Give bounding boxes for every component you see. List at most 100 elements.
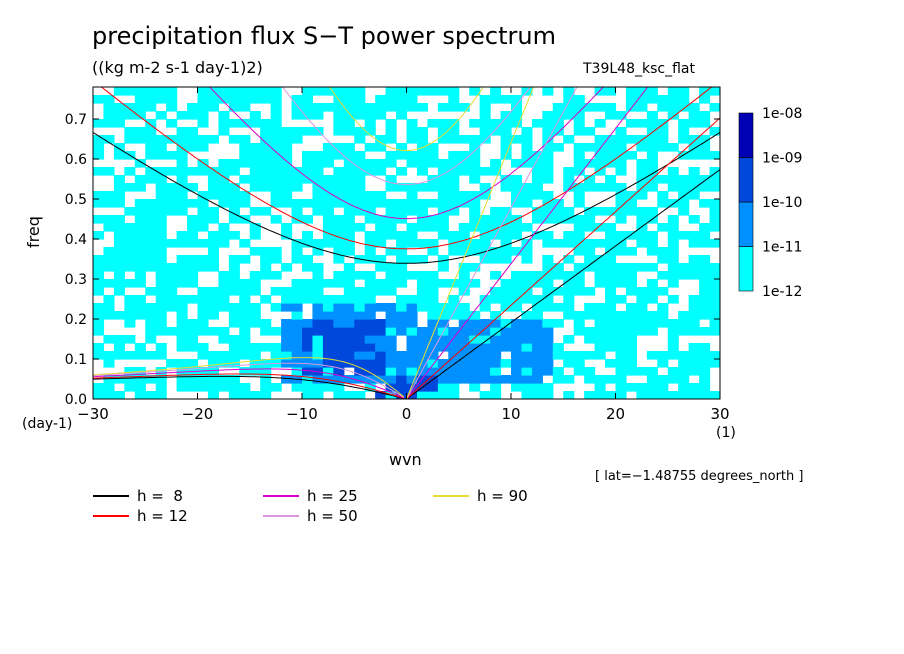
heat-cell bbox=[479, 127, 491, 136]
heat-cell bbox=[396, 295, 408, 304]
heat-cell bbox=[709, 87, 720, 96]
heat-cell bbox=[322, 175, 334, 184]
heat-cell bbox=[437, 159, 449, 168]
heat-cell bbox=[207, 375, 219, 384]
heat-cell bbox=[124, 207, 136, 216]
colorbar-label: 1e-09 bbox=[762, 151, 802, 167]
heat-cell bbox=[615, 279, 627, 288]
heat-cell bbox=[333, 231, 345, 240]
heat-cell bbox=[416, 207, 428, 216]
heat-cell bbox=[615, 263, 627, 272]
heat-cell bbox=[322, 231, 334, 240]
heat-cell bbox=[552, 207, 564, 216]
heat-cell bbox=[124, 239, 136, 248]
heat-cell bbox=[552, 367, 564, 376]
heat-cell bbox=[155, 319, 167, 328]
heat-cell bbox=[343, 87, 355, 96]
heat-cell bbox=[197, 111, 209, 120]
heat-cell bbox=[343, 319, 355, 328]
heat-cell bbox=[385, 367, 397, 376]
heat-cell bbox=[134, 351, 146, 360]
heat-cell bbox=[469, 215, 481, 224]
heat-cell bbox=[573, 351, 585, 360]
heat-cell bbox=[364, 239, 376, 248]
heat-cell bbox=[594, 223, 606, 232]
heat-cell bbox=[416, 327, 428, 336]
dispersion-line bbox=[406, 117, 720, 399]
heat-cell bbox=[239, 319, 251, 328]
heat-cell bbox=[134, 247, 146, 256]
heat-cell bbox=[260, 327, 272, 336]
heat-cell bbox=[584, 303, 596, 312]
heat-cell bbox=[667, 103, 679, 112]
heat-cell bbox=[469, 191, 481, 200]
heat-cell bbox=[500, 287, 512, 296]
heat-cell bbox=[490, 223, 502, 232]
heat-cell bbox=[228, 375, 240, 384]
heat-cell bbox=[375, 135, 387, 144]
heat-cell bbox=[134, 239, 146, 248]
heat-cell bbox=[270, 111, 282, 120]
heat-cell bbox=[406, 159, 418, 168]
heat-cell bbox=[228, 351, 240, 360]
heat-cell bbox=[281, 135, 293, 144]
heat-cell bbox=[678, 319, 690, 328]
heat-cell bbox=[437, 367, 449, 376]
heat-cell bbox=[406, 311, 418, 320]
heat-cell bbox=[458, 359, 470, 368]
heat-cell bbox=[343, 183, 355, 192]
heat-cell bbox=[605, 175, 617, 184]
heat-cell bbox=[406, 335, 418, 344]
heat-cell bbox=[500, 279, 512, 288]
heat-cell bbox=[218, 191, 230, 200]
legend-swatch bbox=[433, 495, 469, 497]
heat-cell bbox=[187, 255, 199, 264]
heat-cell bbox=[113, 143, 125, 152]
heat-cell bbox=[249, 223, 261, 232]
heat-cell bbox=[385, 279, 397, 288]
heat-cell bbox=[281, 127, 293, 136]
heat-cell bbox=[228, 303, 240, 312]
heat-cell bbox=[678, 127, 690, 136]
heat-cell bbox=[302, 383, 314, 392]
heat-cell bbox=[176, 175, 188, 184]
heat-cell bbox=[427, 223, 439, 232]
heat-cell bbox=[584, 239, 596, 248]
heat-cell bbox=[615, 183, 627, 192]
heat-cell bbox=[322, 223, 334, 232]
legend-label: h = 8 bbox=[137, 487, 183, 505]
heat-cell bbox=[605, 287, 617, 296]
heat-cell bbox=[302, 95, 314, 104]
heat-cell bbox=[448, 199, 460, 208]
heat-cell bbox=[187, 103, 199, 112]
heat-cell bbox=[249, 351, 261, 360]
heat-cell bbox=[688, 103, 700, 112]
heat-cell bbox=[187, 135, 199, 144]
heat-cell bbox=[542, 303, 554, 312]
heat-cell bbox=[500, 207, 512, 216]
heat-cell bbox=[678, 383, 690, 392]
heat-cell bbox=[155, 135, 167, 144]
heat-cell bbox=[521, 127, 533, 136]
heat-cell bbox=[636, 367, 648, 376]
heat-cell bbox=[322, 87, 334, 96]
heat-cell bbox=[124, 87, 136, 96]
heat-cell bbox=[134, 231, 146, 240]
heat-cell bbox=[281, 159, 293, 168]
heat-cell bbox=[594, 279, 606, 288]
latitude-note: [ lat=−1.48755 degrees_north ] bbox=[595, 469, 804, 484]
dispersion-line bbox=[209, 87, 604, 220]
heat-cell bbox=[406, 375, 418, 384]
heat-cell bbox=[458, 279, 470, 288]
heat-cell bbox=[657, 319, 669, 328]
heat-cell bbox=[260, 375, 272, 384]
heat-cell bbox=[270, 191, 282, 200]
heat-cell bbox=[688, 383, 700, 392]
heat-cell bbox=[542, 255, 554, 264]
heat-cell bbox=[103, 255, 115, 264]
power-heatmap bbox=[93, 87, 720, 399]
heat-cell bbox=[699, 343, 711, 352]
run-label: T39L48_ksc_flat bbox=[583, 61, 695, 77]
heat-cell bbox=[103, 375, 115, 384]
